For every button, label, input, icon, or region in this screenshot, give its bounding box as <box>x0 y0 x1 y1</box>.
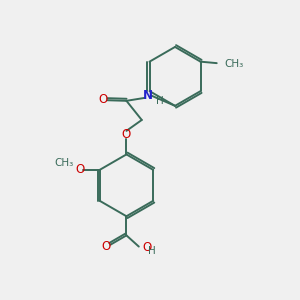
Text: O: O <box>122 128 131 142</box>
Text: CH₃: CH₃ <box>55 158 74 167</box>
Text: O: O <box>102 240 111 253</box>
Text: N: N <box>143 89 153 102</box>
Text: CH₃: CH₃ <box>224 59 243 69</box>
Text: O: O <box>142 241 152 254</box>
Text: O: O <box>75 164 84 176</box>
Text: H: H <box>148 246 155 256</box>
Text: H: H <box>156 96 164 106</box>
Text: O: O <box>99 93 108 106</box>
